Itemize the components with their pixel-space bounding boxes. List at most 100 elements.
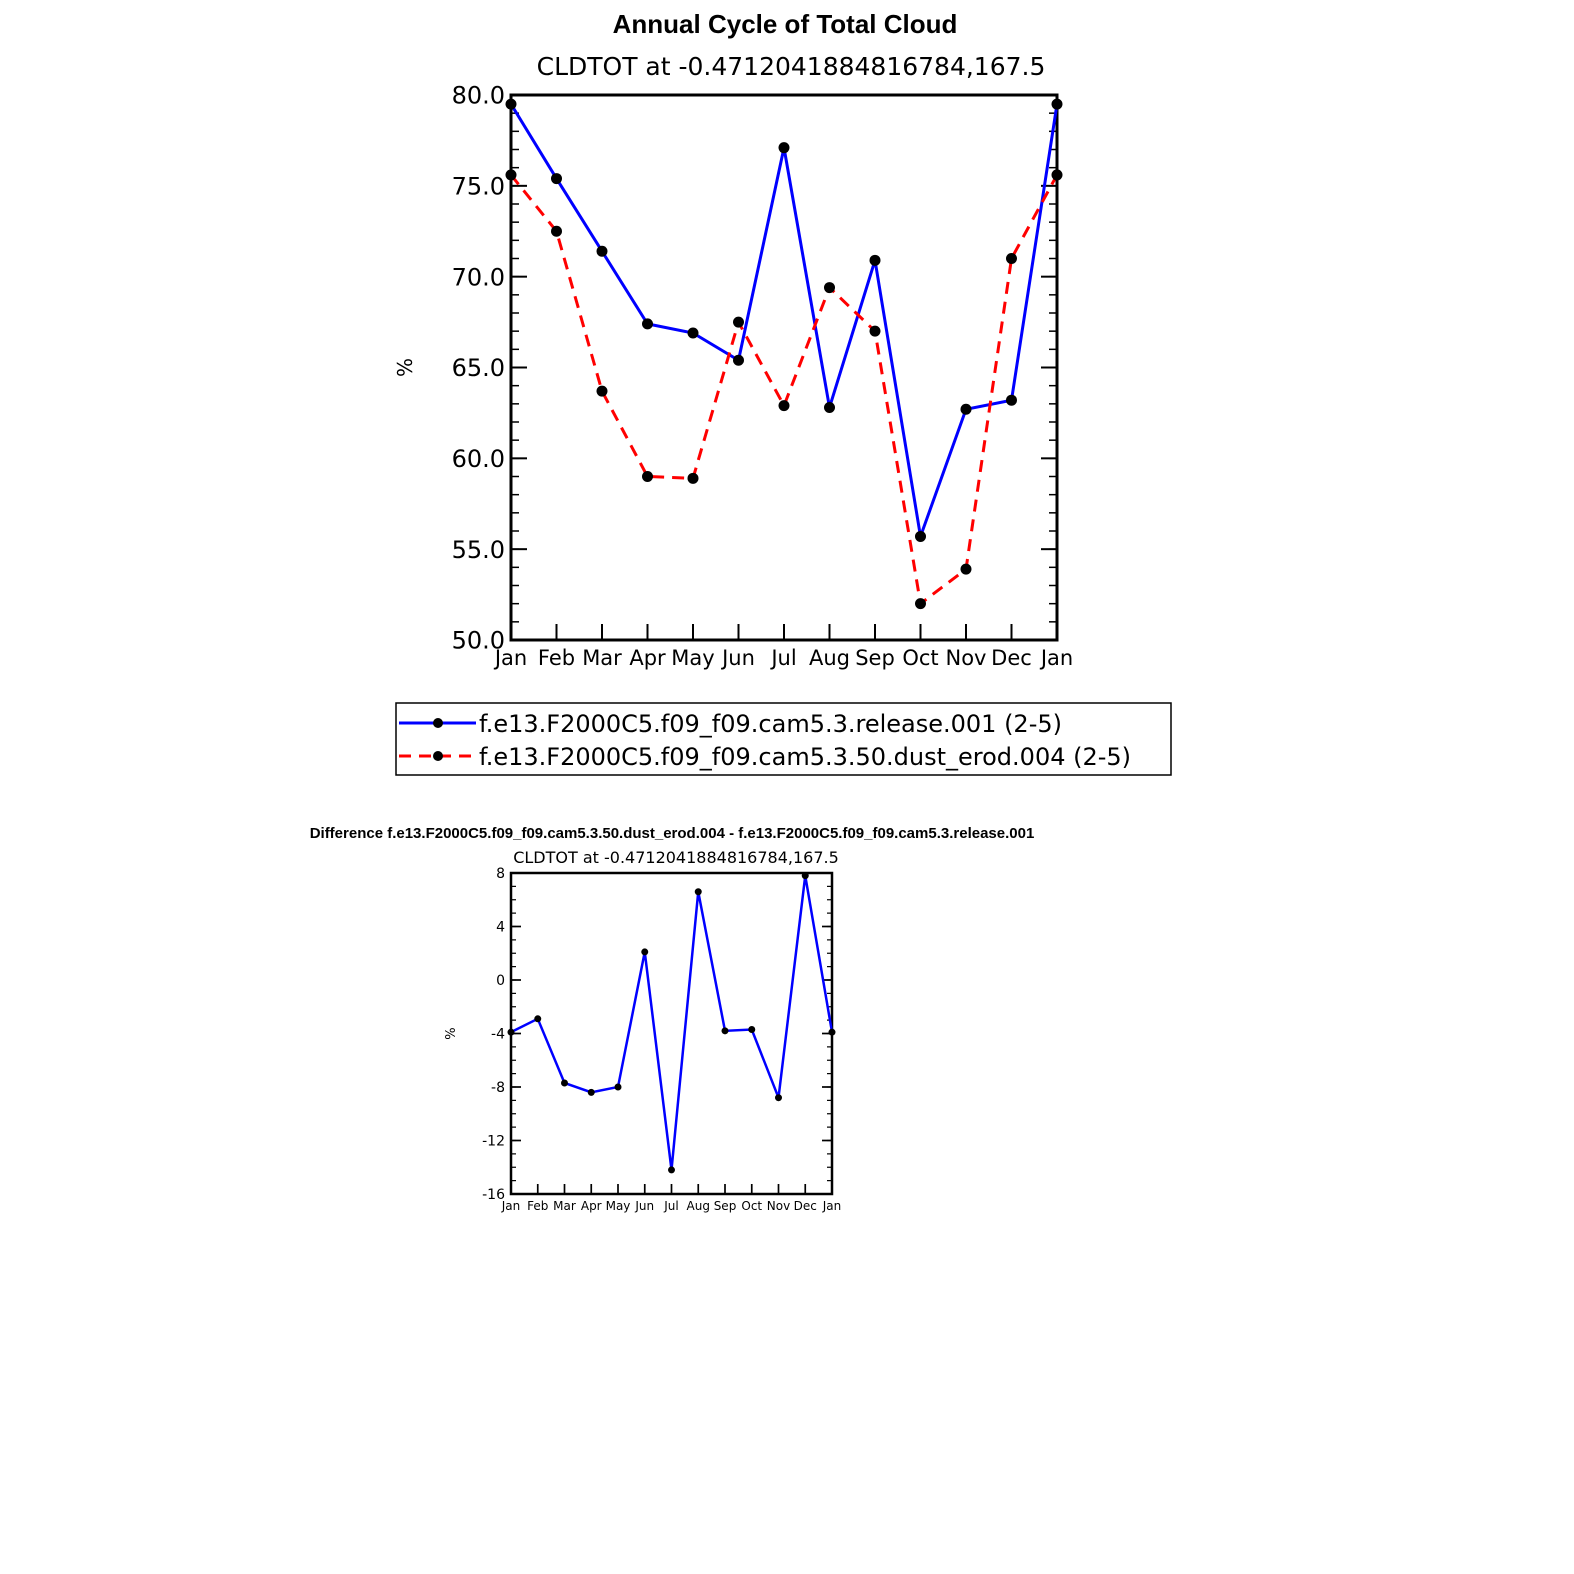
series-1-point	[596, 245, 608, 257]
chart2-series	[507, 872, 836, 1174]
x-tick-label: Oct	[902, 646, 938, 670]
x-tick-label: Oct	[741, 1199, 762, 1213]
series-1-point	[687, 327, 699, 339]
series-1-point	[694, 888, 702, 896]
series-1-point	[778, 142, 790, 154]
series-1-point	[642, 318, 653, 330]
x-tick-label: Nov	[767, 1199, 790, 1213]
plot-frame	[509, 871, 834, 1196]
difference-chart: Difference f.e13.F2000C5.f09_f09.cam5.3.…	[310, 825, 1035, 1213]
chart1-legend: f.e13.F2000C5.f09_f09.cam5.3.release.001…	[395, 702, 1172, 776]
series-1-point	[561, 1079, 568, 1087]
series-2-point	[869, 325, 881, 337]
y-tick-label: 4	[496, 920, 505, 936]
chart1-series	[505, 98, 1063, 610]
y-tick-label: 75.0	[452, 172, 505, 200]
chart1-axes: 50.0 55.0 60.0 65.0 70.0 75.0 80.0 Jan Feb Mar Apr…	[393, 82, 1073, 670]
x-tick-label: Mar	[582, 646, 622, 670]
x-tick-label: Dec	[991, 646, 1032, 670]
series-1-point	[587, 1088, 595, 1096]
series-1-point	[869, 254, 881, 266]
chart2-axes: -16 -12 -8 -4 0 4 8 Jan Feb Mar Apr May Jun Jul Aug Sep…	[444, 866, 841, 1213]
series-2-point	[1051, 169, 1063, 181]
y-tick-label: -12	[482, 1134, 505, 1150]
x-tick-label: Jan	[493, 646, 527, 670]
legend-marker	[433, 751, 443, 761]
series-1-point	[1006, 394, 1017, 406]
x-tick-label: May	[671, 646, 714, 670]
series-1-point	[614, 1083, 622, 1091]
series-2-point	[642, 471, 653, 482]
series-1-point	[551, 173, 562, 185]
series-2-point	[733, 316, 744, 328]
x-tick-label: Aug	[687, 1199, 710, 1213]
series-2-point	[960, 563, 972, 575]
x-tick-label: Jan	[822, 1199, 842, 1213]
plot-frame	[509, 93, 1059, 642]
series-1-point	[668, 1166, 675, 1174]
legend-box	[395, 702, 1172, 776]
x-tick-label: Jul	[769, 646, 796, 670]
series-2-point	[824, 282, 835, 294]
y-tick-label: -8	[491, 1080, 505, 1096]
series-1-point	[507, 1028, 515, 1036]
x-tick-label: Feb	[527, 1199, 548, 1213]
y-tick-label: 55.0	[452, 536, 505, 564]
series-1-point	[960, 403, 972, 415]
y-tick-label: 70.0	[452, 263, 505, 291]
series-1-point	[721, 1027, 729, 1035]
chart2-title: Difference f.e13.F2000C5.f09_f09.cam5.3.…	[310, 825, 1035, 842]
legend-label-2: f.e13.F2000C5.f09_f09.cam5.3.50.dust_ero…	[479, 743, 1131, 771]
x-tick-label: Mar	[553, 1199, 576, 1213]
legend-marker	[433, 718, 443, 728]
series-1-point	[641, 948, 649, 956]
x-tick-label: Apr	[581, 1199, 602, 1213]
x-tick-label: Jan	[501, 1199, 521, 1213]
x-tick-label: Nov	[946, 646, 987, 670]
series-line-1	[510, 875, 834, 1171]
chart1-subtitle: CLDTOT at -0.4712041884816784,167.5	[537, 52, 1046, 81]
y-tick-label: -4	[491, 1027, 505, 1043]
y-tick-label: 50.0	[452, 627, 505, 655]
series-1-point	[828, 1028, 836, 1036]
chart2-subtitle: CLDTOT at -0.4712041884816784,167.5	[513, 848, 839, 867]
series-2-point	[505, 169, 517, 181]
x-tick-label: Jun	[634, 1199, 654, 1213]
annual-cycle-chart: Annual Cycle of Total Cloud CLDTOT at -0…	[393, 9, 1172, 776]
series-1-point	[775, 1094, 782, 1102]
chart1-title: Annual Cycle of Total Cloud	[613, 9, 958, 39]
y-axis-label: %	[393, 358, 417, 377]
x-tick-label: Jun	[720, 646, 755, 670]
series-1-point	[1051, 98, 1063, 110]
series-1-point	[733, 354, 744, 366]
y-axis-label: %	[444, 1027, 459, 1039]
x-tick-label: Aug	[809, 646, 850, 670]
series-2-point	[778, 400, 790, 412]
x-tick-label: May	[606, 1199, 631, 1213]
series-1-point	[824, 401, 835, 413]
x-tick-label: Apr	[629, 646, 666, 670]
series-2-point	[596, 385, 608, 397]
y-tick-label: 60.0	[452, 445, 505, 473]
x-tick-label: Sep	[855, 646, 895, 670]
series-2-point	[551, 225, 562, 237]
y-tick-label: -16	[482, 1187, 505, 1203]
series-1-point	[801, 872, 809, 880]
y-tick-label: 65.0	[452, 354, 505, 382]
x-tick-label: Dec	[794, 1199, 817, 1213]
series-2-point	[1006, 253, 1017, 264]
x-tick-label: Jan	[1039, 646, 1073, 670]
x-tick-label: Sep	[714, 1199, 737, 1213]
x-tick-label: Jul	[663, 1199, 678, 1213]
series-1-point	[505, 98, 517, 110]
x-tick-label: Feb	[538, 646, 575, 670]
series-1-point	[534, 1015, 542, 1023]
legend-label-1: f.e13.F2000C5.f09_f09.cam5.3.release.001…	[479, 710, 1062, 738]
series-1-point	[915, 530, 926, 542]
series-2-point	[687, 472, 699, 484]
y-tick-label: 8	[496, 866, 505, 882]
series-line-1	[509, 103, 1059, 543]
series-1-point	[748, 1025, 756, 1033]
y-tick-label: 80.0	[452, 82, 505, 110]
